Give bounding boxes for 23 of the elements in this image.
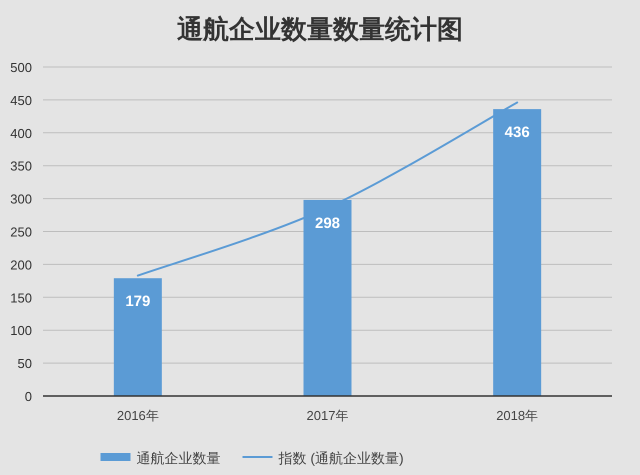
y-tick-label: 500 [10,60,32,75]
y-tick-label: 0 [24,389,32,404]
y-tick-label: 450 [10,92,32,108]
x-tick-label: 2018年 [496,408,538,423]
bar [304,200,352,396]
data-label: 436 [504,124,530,142]
y-tick-label: 350 [10,158,32,174]
y-tick-label: 250 [10,224,32,240]
y-tick-label: 50 [18,356,32,372]
y-tick-label: 300 [10,192,32,207]
data-label: 298 [314,214,340,232]
y-tick-label: 150 [10,290,32,306]
x-tick-label: 2016年 [116,408,159,423]
x-tick-label: 2017年 [306,408,348,423]
y-tick-label: 100 [10,323,32,338]
data-label: 179 [125,293,150,310]
y-tick-label: 200 [10,257,32,272]
chart-title: 通航企业数量数量统计图 [177,14,463,44]
legend-label: 通航企业数量 [136,450,220,466]
bar [493,109,542,396]
legend-label: 指数 (通航企业数量) [278,450,404,466]
bar [114,278,162,396]
y-tick-label: 400 [10,126,32,141]
